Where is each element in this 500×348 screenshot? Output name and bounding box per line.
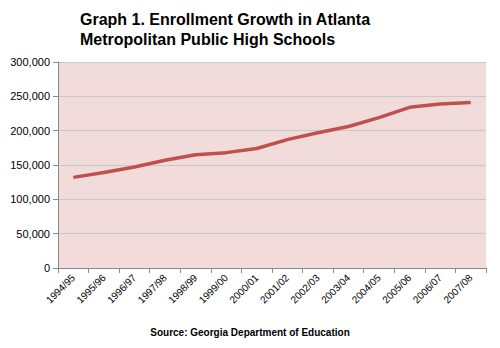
svg-text:1995/96: 1995/96 bbox=[74, 272, 108, 306]
svg-text:Metropolitan Public High Schoo: Metropolitan Public High Schools bbox=[80, 31, 335, 48]
svg-text:200,000: 200,000 bbox=[10, 125, 50, 137]
svg-text:300,000: 300,000 bbox=[10, 56, 50, 68]
svg-text:250,000: 250,000 bbox=[10, 90, 50, 102]
svg-text:150,000: 150,000 bbox=[10, 159, 50, 171]
svg-text:100,000: 100,000 bbox=[10, 193, 50, 205]
svg-text:Graph 1. Enrollment Growth in: Graph 1. Enrollment Growth in Atlanta bbox=[80, 11, 375, 28]
svg-text:2000/01: 2000/01 bbox=[227, 272, 261, 306]
svg-text:2005/06: 2005/06 bbox=[380, 272, 414, 306]
svg-text:1997/98: 1997/98 bbox=[136, 272, 170, 306]
svg-text:2004/05: 2004/05 bbox=[350, 272, 384, 306]
svg-text:1996/97: 1996/97 bbox=[105, 272, 139, 306]
svg-text:Source: Georgia Department of: Source: Georgia Department of Education bbox=[150, 327, 349, 338]
svg-text:2001/02: 2001/02 bbox=[258, 272, 292, 306]
svg-text:1999/00: 1999/00 bbox=[197, 272, 231, 306]
svg-text:50,000: 50,000 bbox=[16, 228, 50, 240]
svg-text:1994/95: 1994/95 bbox=[44, 272, 78, 306]
svg-text:2002/03: 2002/03 bbox=[288, 272, 322, 306]
svg-text:2006/07: 2006/07 bbox=[411, 272, 445, 306]
svg-text:0: 0 bbox=[44, 262, 50, 274]
svg-text:2007/08: 2007/08 bbox=[441, 272, 475, 306]
svg-text:2003/04: 2003/04 bbox=[319, 272, 353, 306]
svg-text:1998/99: 1998/99 bbox=[166, 272, 200, 306]
